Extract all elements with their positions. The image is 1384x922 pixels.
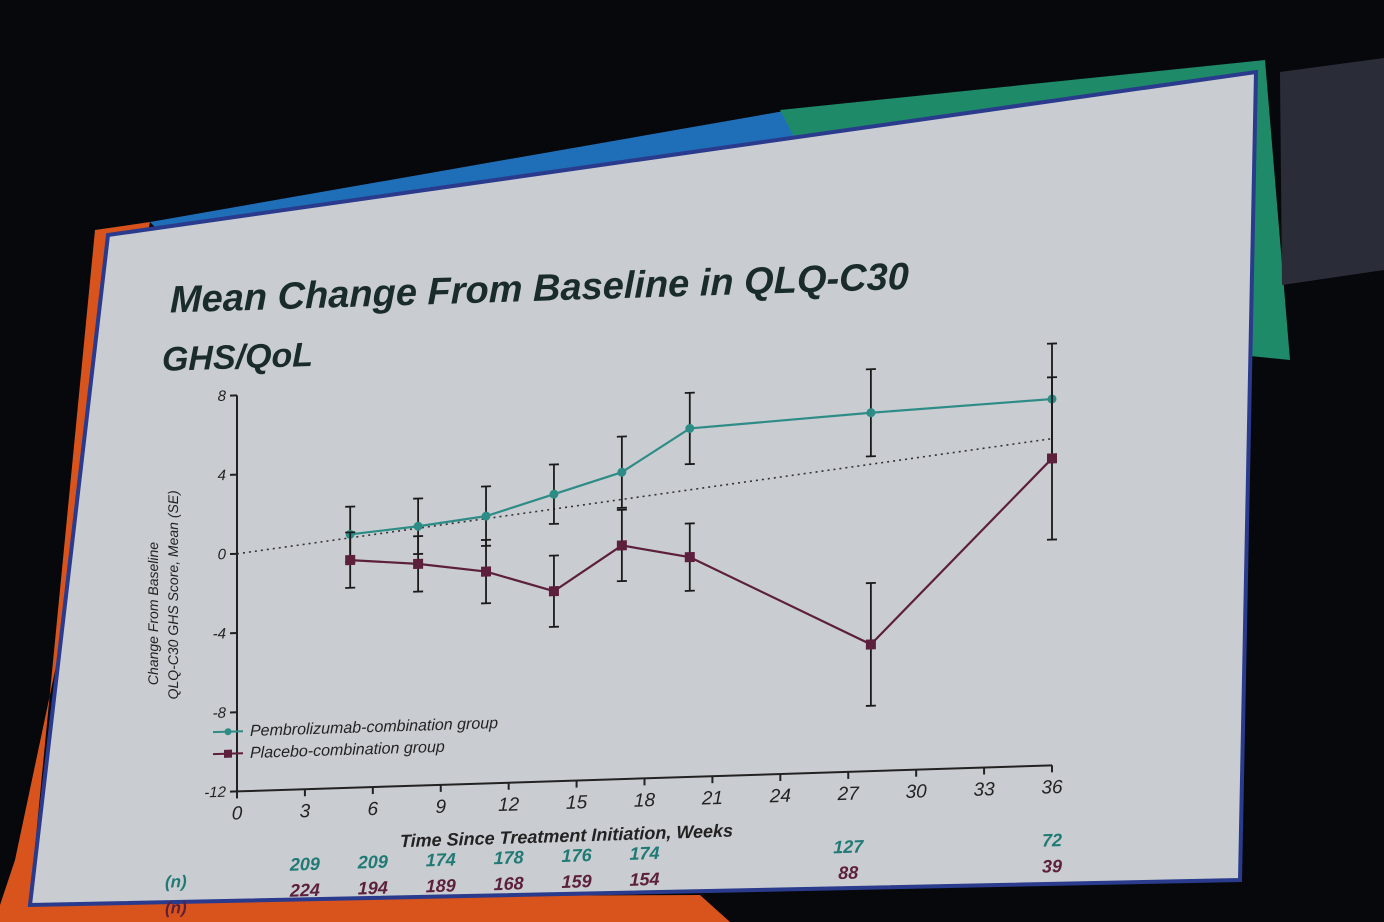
data-point-pembrolizumab <box>549 489 559 499</box>
x-tick-label: 21 <box>701 788 723 810</box>
data-point-placebo <box>481 566 492 577</box>
n-value-placebo: 88 <box>838 863 858 884</box>
x-tick-label: 36 <box>1041 777 1063 799</box>
data-point-placebo <box>413 558 424 570</box>
n-value-pembrolizumab: 176 <box>562 845 593 866</box>
data-point-placebo <box>1047 453 1057 464</box>
data-point-pembrolizumab <box>413 521 423 531</box>
n-value-pembrolizumab: 174 <box>426 849 456 870</box>
data-point-placebo <box>616 540 627 551</box>
y-tick-label: -4 <box>213 625 226 642</box>
series-group <box>345 342 1057 707</box>
n-value-pembrolizumab: 174 <box>629 843 659 864</box>
n-value-placebo: 224 <box>289 880 320 901</box>
series-line-placebo <box>350 457 1053 646</box>
y-ticks: 8 4 0 -4 -8 -12 <box>204 388 237 802</box>
x-tick-label: 6 <box>368 799 379 820</box>
data-point-pembrolizumab <box>481 511 491 521</box>
x-tick-label: 12 <box>498 794 520 816</box>
reference-dotted-line <box>236 437 1053 555</box>
n-value-placebo: 168 <box>494 873 524 894</box>
y-axis-label-line2: QLQ-C30 GHS Score, Mean (SE) <box>165 490 181 700</box>
n-row-label-pembrolizumab: (n) <box>165 872 187 892</box>
y-tick-label: 8 <box>218 388 227 405</box>
x-tick-label: 9 <box>435 797 446 818</box>
x-ticks: 0 3 6 9 12 15 18 21 24 27 30 33 36 <box>232 765 1063 825</box>
x-tick-label: 0 <box>232 803 243 824</box>
x-tick-label: 15 <box>566 792 588 814</box>
chart-title-line2: GHS/QoL <box>162 336 313 379</box>
slide-panel <box>27 69 1259 908</box>
x-tick-label: 30 <box>906 781 928 803</box>
n-value-placebo: 194 <box>358 878 388 899</box>
data-point-placebo <box>684 551 695 563</box>
y-axis-label-line1: Change From Baseline <box>145 541 161 685</box>
n-value-placebo: 189 <box>426 875 456 896</box>
data-point-placebo <box>345 554 356 566</box>
n-value-placebo: 159 <box>562 871 592 892</box>
legend-label-placebo: Placebo-combination group <box>250 739 445 762</box>
y-tick-label: 4 <box>218 467 226 484</box>
n-at-risk-table: (n) (n) 209 209 174 178 176 174 127 72 224 194 189… <box>165 830 1062 918</box>
x-tick-label: 24 <box>769 786 791 808</box>
x-tick-label: 3 <box>300 801 311 822</box>
data-point-pembrolizumab <box>866 408 876 418</box>
n-value-pembrolizumab: 127 <box>833 836 864 857</box>
x-tick-label: 33 <box>974 779 996 801</box>
x-tick-label: 27 <box>837 783 861 805</box>
n-value-pembrolizumab: 209 <box>357 852 388 873</box>
y-tick-label: 0 <box>218 546 227 563</box>
n-row-label-placebo: (n) <box>165 898 187 918</box>
n-value-placebo: 39 <box>1042 856 1062 877</box>
data-point-pembrolizumab <box>685 423 695 433</box>
data-point-placebo <box>865 639 876 650</box>
y-tick-label: -8 <box>213 705 227 722</box>
slide-frame <box>0 58 1384 922</box>
chart: Mean Change From Baseline in QLQ-C30 GHS… <box>145 256 1063 918</box>
x-tick-label: 18 <box>634 790 656 812</box>
data-point-placebo <box>548 586 559 597</box>
data-point-pembrolizumab <box>617 467 627 477</box>
y-tick-label: -12 <box>204 784 226 802</box>
n-value-pembrolizumab: 209 <box>289 854 320 875</box>
n-value-placebo: 154 <box>629 869 659 890</box>
slide-dark-corner <box>1280 58 1384 285</box>
n-value-pembrolizumab: 178 <box>494 847 524 868</box>
series-line-pembrolizumab <box>350 397 1053 536</box>
n-value-pembrolizumab: 72 <box>1042 830 1062 851</box>
legend-marker-pembrolizumab <box>224 728 232 736</box>
legend-marker-placebo <box>224 749 232 758</box>
